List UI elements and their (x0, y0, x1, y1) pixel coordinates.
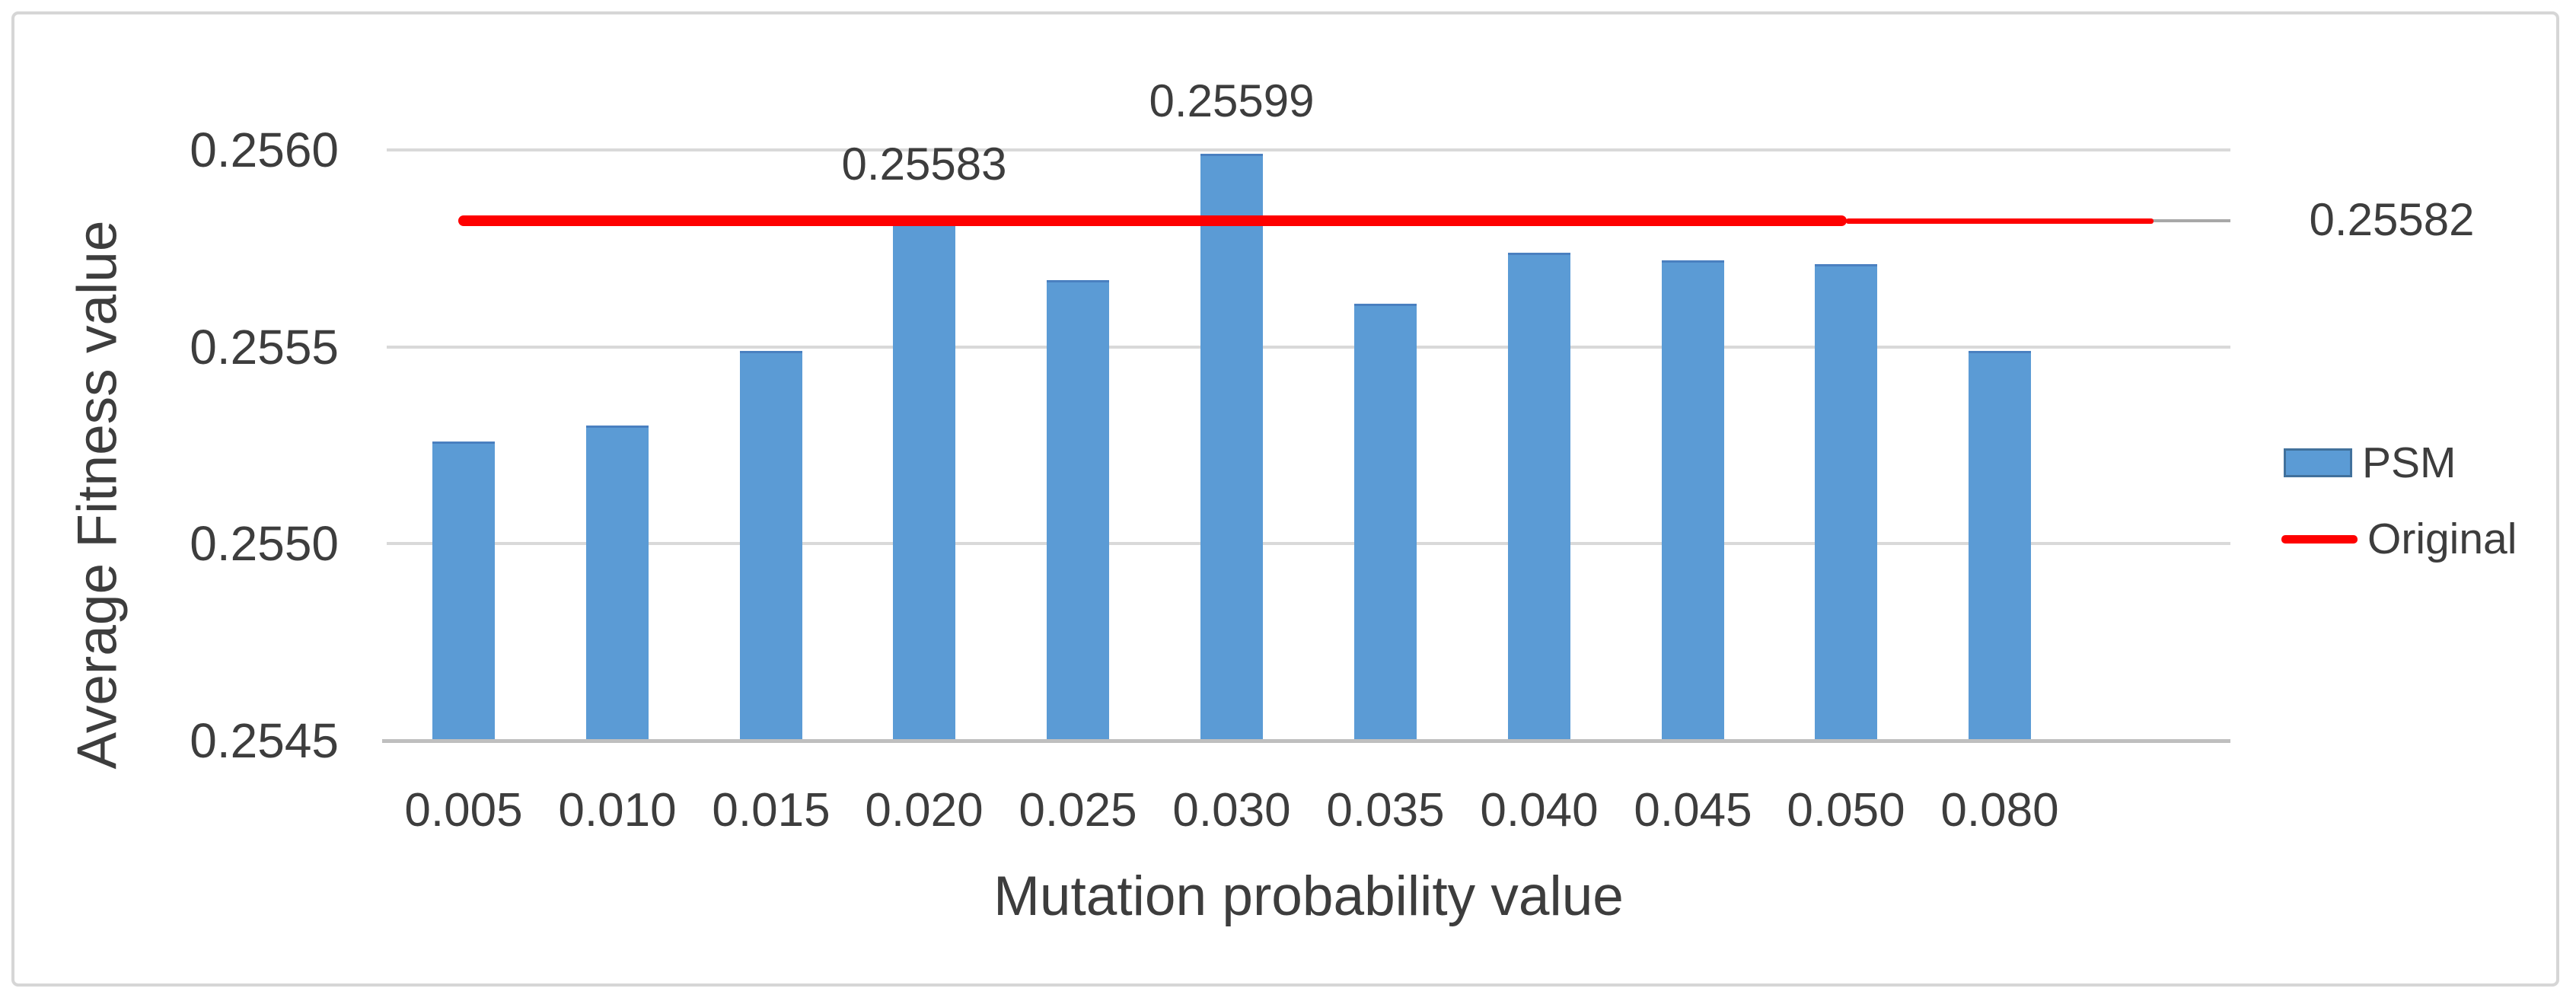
x-tick-label: 0.015 (712, 784, 831, 837)
original-line-thin (1846, 218, 2154, 224)
original-line-swatch-icon (2281, 534, 2358, 544)
original-line (458, 215, 1847, 226)
bar-0.080 (1969, 351, 2031, 741)
bar-0.025 (1047, 280, 1109, 741)
bar-0.045 (1662, 260, 1724, 741)
y-axis-title: Average Fitness value (66, 220, 129, 770)
x-tick-label: 0.080 (1940, 784, 2059, 837)
bar-0.040 (1508, 253, 1570, 741)
original-line-value-label: 0.25582 (2309, 194, 2475, 245)
y-tick-label: 0.2560 (190, 123, 339, 177)
gridline (387, 542, 2230, 545)
legend-item-original: Original (2281, 516, 2517, 562)
legend-item-psm: PSM (2284, 440, 2456, 486)
legend-label-psm: PSM (2362, 438, 2456, 487)
x-tick-label: 0.035 (1326, 784, 1445, 837)
bar-0.035 (1354, 304, 1417, 741)
legend-label-original: Original (2367, 515, 2517, 563)
x-tick-label: 0.010 (558, 784, 677, 837)
x-tick-label: 0.025 (1019, 784, 1137, 837)
psm-bar-swatch-icon (2284, 448, 2352, 477)
gridline (387, 148, 2230, 151)
x-axis-title: Mutation probability value (993, 866, 1624, 927)
bar-0.050 (1815, 264, 1877, 741)
bar-0.020 (893, 217, 955, 741)
y-tick-label: 0.2550 (190, 516, 339, 571)
x-tick-label: 0.020 (865, 784, 984, 837)
x-tick-label: 0.040 (1480, 784, 1599, 837)
x-tick-label: 0.045 (1634, 784, 1752, 837)
x-axis-line (382, 739, 2230, 743)
bar-data-label: 0.25599 (1149, 75, 1315, 126)
y-tick-label: 0.2555 (190, 320, 339, 375)
bar-0.015 (740, 351, 802, 741)
x-tick-label: 0.050 (1787, 784, 1905, 837)
gridline (387, 346, 2230, 349)
bar-data-label: 0.25583 (841, 139, 1007, 190)
y-tick-label: 0.2545 (190, 713, 339, 768)
bar-0.010 (586, 426, 649, 741)
bar-0.030 (1200, 154, 1263, 741)
bar-0.005 (432, 442, 495, 741)
x-tick-label: 0.030 (1172, 784, 1291, 837)
x-tick-label: 0.005 (404, 784, 523, 837)
